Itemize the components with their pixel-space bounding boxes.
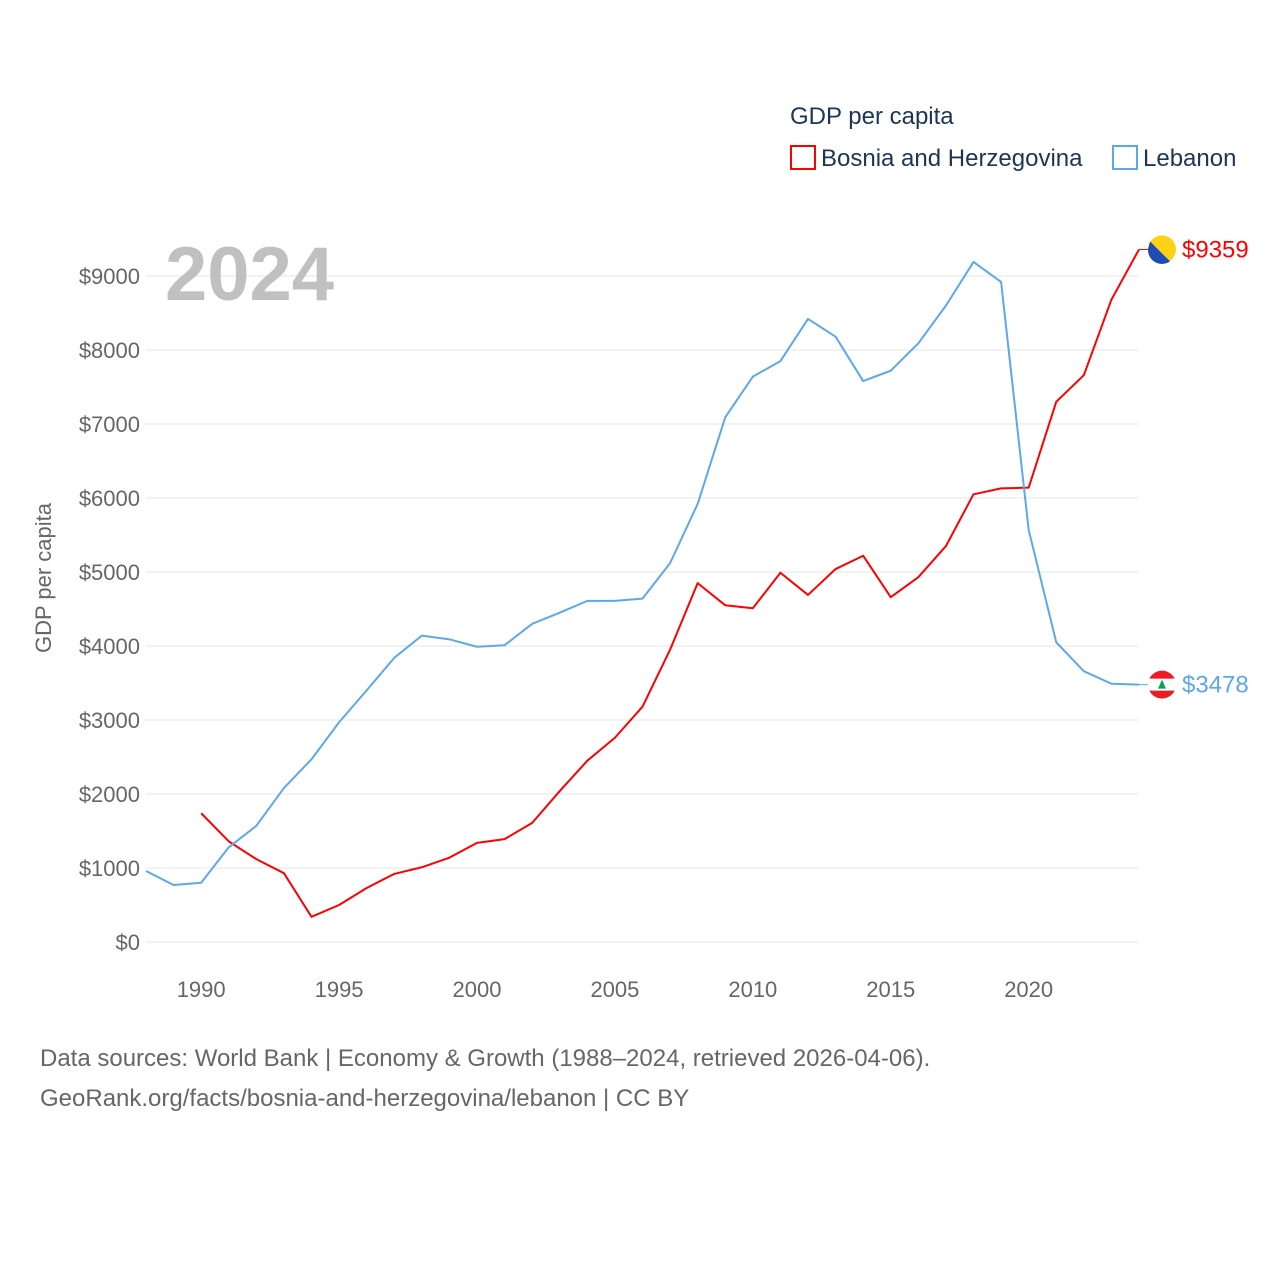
x-tick-label: 2020 xyxy=(1004,977,1053,1002)
y-tick-label: $6000 xyxy=(79,486,140,511)
footer-link[interactable]: GeoRank.org/facts/bosnia-and-herzegovina… xyxy=(40,1085,690,1112)
end-value-label: $9359 xyxy=(1182,236,1249,263)
y-tick-label: $3000 xyxy=(79,708,140,733)
bosnia-flag-icon xyxy=(1147,235,1176,264)
legend-title: GDP per capita xyxy=(790,103,954,130)
x-tick-label: 2010 xyxy=(728,977,777,1002)
end-value-label: $3478 xyxy=(1182,672,1249,699)
x-tick-label: 2005 xyxy=(590,977,639,1002)
legend-label-bosnia[interactable]: Bosnia and Herzegovina xyxy=(821,145,1083,172)
y-axis-ticks: $0 $1000 $2000 $3000 $4000 $5000 $6000 $7000 $80… xyxy=(79,264,140,955)
y-tick-label: $5000 xyxy=(79,560,140,585)
y-tick-label: $1000 xyxy=(79,856,140,881)
y-tick-label: $9000 xyxy=(79,264,140,289)
legend-swatch-lebanon[interactable] xyxy=(1112,145,1138,170)
y-axis-label: GDP per capita xyxy=(31,502,56,653)
y-tick-label: $7000 xyxy=(79,412,140,437)
x-tick-label: 2000 xyxy=(453,977,502,1002)
end-labels: $9359 $3478 xyxy=(1139,235,1249,699)
legend: GDP per capita Bosnia and Herzegovina Le… xyxy=(790,103,1236,172)
y-tick-label: $2000 xyxy=(79,782,140,807)
series-line-bosnia[interactable] xyxy=(200,248,1140,918)
grid-lines xyxy=(146,275,1138,943)
x-tick-label: 1990 xyxy=(177,977,226,1002)
legend-label-lebanon[interactable]: Lebanon xyxy=(1143,145,1236,172)
year-label: 2024 xyxy=(165,232,334,317)
y-tick-label: $8000 xyxy=(79,338,140,363)
x-axis-ticks: 1990 1995 2000 2005 2010 2015 2020 xyxy=(177,977,1053,1002)
series-lines xyxy=(145,248,1140,918)
series-line-lebanon[interactable] xyxy=(145,260,1140,887)
footer-sources: Data sources: World Bank | Economy & Gro… xyxy=(40,1045,931,1072)
x-tick-label: 1995 xyxy=(315,977,364,1002)
lebanon-flag-icon xyxy=(1148,670,1176,699)
legend-swatch-bosnia[interactable] xyxy=(790,145,816,170)
y-tick-label: $4000 xyxy=(79,634,140,659)
x-tick-label: 2015 xyxy=(866,977,915,1002)
y-tick-label: $0 xyxy=(116,930,140,955)
